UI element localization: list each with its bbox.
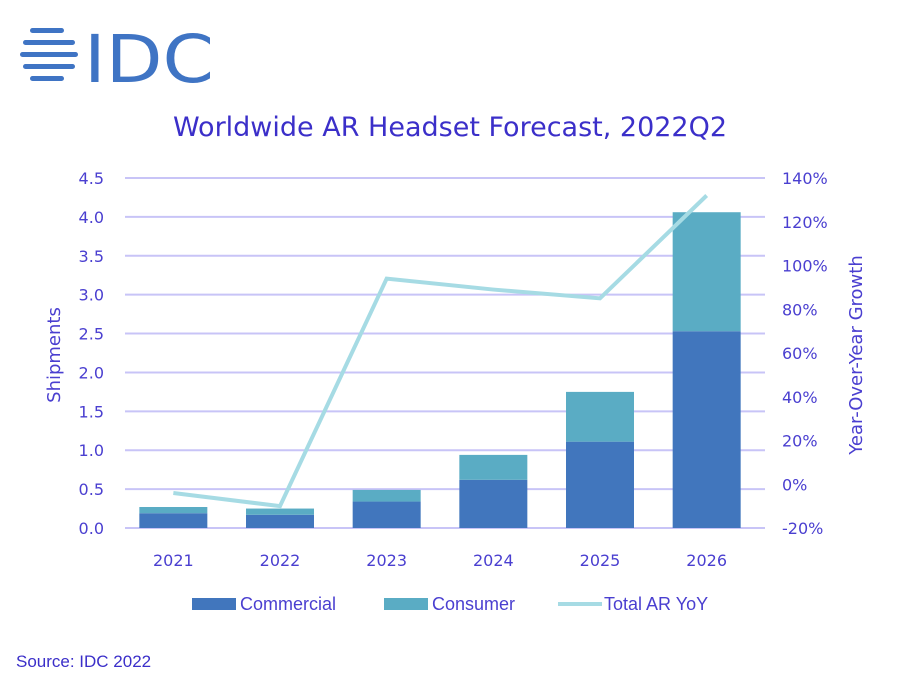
chart-title: Worldwide AR Headset Forecast, 2022Q2 <box>172 112 728 143</box>
y2-tick-label: 60% <box>782 344 818 363</box>
legend-label-consumer: Consumer <box>432 594 515 614</box>
bar-consumer <box>672 212 741 332</box>
source-note: Source: IDC 2022 <box>16 652 152 671</box>
y2-tick-label: 120% <box>782 213 828 232</box>
x-tick-label: 2021 <box>153 551 194 570</box>
bar-commercial <box>459 479 528 528</box>
bars <box>139 212 741 528</box>
y-tick-label: 1.0 <box>79 441 104 460</box>
x-tick-label: 2022 <box>260 551 301 570</box>
globe-stripes-icon <box>20 28 78 81</box>
gridlines <box>125 177 765 529</box>
y2-tick-label: 100% <box>782 257 828 276</box>
x-axis-ticks: 2021 2022 2023 2024 2025 2026 <box>153 551 727 570</box>
y-tick-label: 4.0 <box>79 208 104 227</box>
legend-label-commercial: Commercial <box>240 594 336 614</box>
bar-commercial <box>246 514 314 528</box>
y2-tick-label: 0% <box>782 475 807 494</box>
bar-consumer <box>352 489 421 502</box>
y-tick-label: 4.5 <box>79 169 104 188</box>
bar-commercial <box>139 513 208 528</box>
bar-consumer <box>459 454 528 480</box>
legend-swatch-consumer <box>384 598 428 610</box>
logo-text: IDC <box>84 21 214 90</box>
yoy-line-group <box>173 194 709 509</box>
y-tick-label: 0.0 <box>79 519 104 538</box>
y-tick-label: 2.0 <box>79 363 104 382</box>
y-axis-ticks: 0.0 0.5 1.0 1.5 2.0 2.5 3.0 3.5 4.0 4.5 <box>79 169 104 538</box>
bar-consumer <box>246 508 314 515</box>
bar-commercial <box>352 501 421 528</box>
y2-tick-label: 140% <box>782 169 828 188</box>
legend-swatch-commercial <box>192 598 236 610</box>
idc-logo: IDC <box>20 21 214 90</box>
bar-commercial <box>566 441 634 528</box>
legend-label-yoy: Total AR YoY <box>604 594 708 614</box>
y-tick-label: 0.5 <box>79 480 104 499</box>
x-tick-label: 2025 <box>580 551 621 570</box>
bar-commercial <box>672 331 741 528</box>
y2-tick-label: 80% <box>782 300 818 319</box>
y2-tick-label: -20% <box>782 519 823 538</box>
x-tick-label: 2023 <box>366 551 407 570</box>
bar-consumer <box>566 391 634 442</box>
y-tick-label: 1.5 <box>79 402 104 421</box>
x-tick-label: 2024 <box>473 551 514 570</box>
y2-axis-ticks: -20% 0% 20% 40% 60% 80% 100% 120% 140% <box>782 169 828 538</box>
y2-tick-label: 40% <box>782 388 818 407</box>
y-axis-label: Shipments <box>44 307 65 403</box>
y2-tick-label: 20% <box>782 432 818 451</box>
x-tick-label: 2026 <box>686 551 727 570</box>
y-tick-label: 2.5 <box>79 325 104 344</box>
y-tick-label: 3.5 <box>79 247 104 266</box>
yoy-line <box>173 194 709 509</box>
y2-axis-label: Year-Over-Year Growth <box>846 255 867 455</box>
y-tick-label: 3.0 <box>79 286 104 305</box>
bar-consumer <box>139 507 208 514</box>
legend: Commercial Consumer Total AR YoY <box>192 594 708 614</box>
